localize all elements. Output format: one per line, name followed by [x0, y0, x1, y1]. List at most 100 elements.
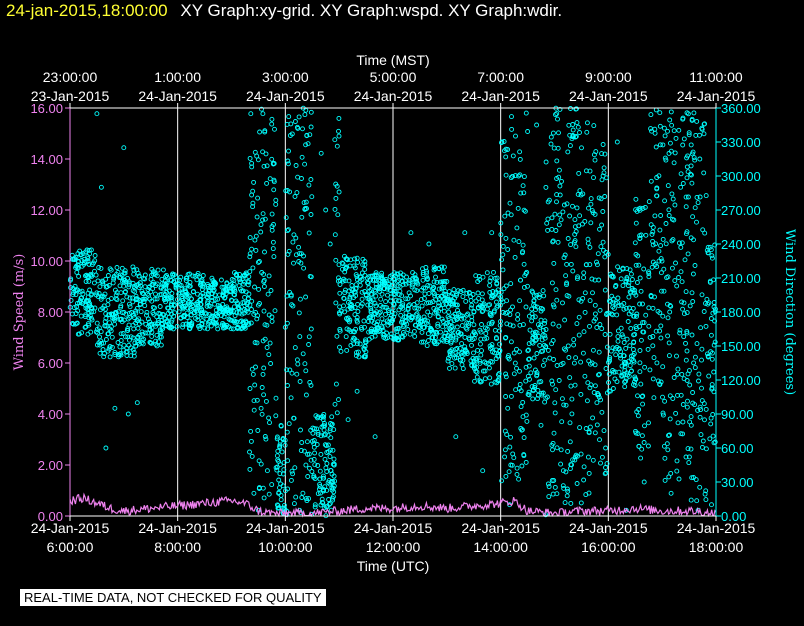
- direction-point: [403, 281, 409, 287]
- direction-point: [573, 244, 579, 250]
- direction-point: [419, 329, 425, 335]
- direction-point: [499, 140, 504, 146]
- direction-point: [487, 375, 493, 381]
- direction-point: [642, 364, 648, 370]
- direction-point: [89, 262, 95, 268]
- direction-point: [503, 473, 509, 479]
- direction-point: [488, 381, 494, 387]
- direction-point: [491, 309, 497, 315]
- direction-point: [515, 316, 521, 322]
- direction-point: [111, 273, 117, 279]
- direction-point: [285, 486, 291, 492]
- direction-point: [685, 153, 691, 159]
- bottom-tick-time: 6:00:00: [47, 539, 94, 555]
- direction-point: [288, 395, 294, 401]
- direction-point: [372, 434, 378, 440]
- direction-point: [154, 281, 160, 287]
- direction-point: [444, 296, 450, 302]
- direction-point: [695, 407, 701, 413]
- direction-point: [164, 272, 169, 278]
- right-tick-label: 150.00: [721, 339, 761, 354]
- direction-point: [503, 310, 509, 316]
- direction-point: [506, 469, 512, 475]
- direction-point: [354, 388, 360, 394]
- direction-point: [280, 436, 286, 441]
- direction-point: [97, 350, 103, 356]
- direction-point: [622, 368, 628, 374]
- direction-point: [592, 302, 598, 308]
- direction-point: [340, 261, 346, 267]
- direction-point: [495, 372, 501, 378]
- direction-point: [456, 332, 462, 338]
- direction-point: [543, 159, 549, 165]
- direction-point: [654, 264, 660, 269]
- direction-point: [294, 190, 300, 196]
- direction-point: [505, 405, 511, 411]
- direction-point: [75, 262, 81, 268]
- direction-point: [619, 373, 625, 379]
- direction-point: [602, 287, 608, 293]
- direction-point: [688, 163, 694, 169]
- direction-point: [115, 340, 121, 345]
- direction-point: [343, 256, 349, 262]
- direction-point: [679, 299, 685, 305]
- direction-point: [563, 347, 569, 353]
- right-tick-label: 270.00: [721, 203, 761, 218]
- direction-point: [373, 284, 379, 290]
- direction-point: [353, 353, 359, 359]
- direction-point: [289, 302, 295, 308]
- direction-point: [621, 306, 627, 312]
- direction-point: [493, 291, 499, 297]
- direction-point: [632, 376, 638, 382]
- direction-point: [601, 165, 607, 171]
- direction-point: [599, 409, 605, 415]
- direction-point: [462, 334, 468, 340]
- direction-point: [305, 474, 311, 479]
- direction-point: [541, 293, 547, 299]
- direction-point: [260, 111, 266, 117]
- direction-point: [646, 420, 651, 426]
- bottom-tick-time: 16:00:00: [581, 539, 636, 555]
- direction-point: [551, 430, 557, 436]
- direction-point: [437, 295, 442, 301]
- direction-point: [273, 413, 279, 419]
- direction-point: [484, 270, 490, 276]
- direction-point: [359, 296, 365, 302]
- direction-point: [455, 330, 461, 336]
- direction-point: [261, 284, 267, 289]
- direction-point: [641, 266, 647, 272]
- direction-point: [609, 293, 615, 299]
- direction-point: [307, 132, 313, 138]
- direction-point: [580, 191, 586, 197]
- direction-point: [495, 287, 501, 293]
- direction-point: [546, 494, 552, 500]
- direction-point: [86, 247, 92, 253]
- direction-point: [518, 404, 524, 410]
- direction-point: [266, 273, 272, 279]
- direction-point: [549, 226, 555, 232]
- direction-point: [629, 368, 634, 374]
- direction-point: [508, 393, 514, 399]
- direction-point: [187, 271, 193, 277]
- direction-point: [269, 482, 275, 488]
- direction-point: [99, 293, 105, 299]
- direction-point: [176, 309, 182, 315]
- direction-point: [658, 379, 664, 385]
- direction-point: [354, 277, 360, 283]
- direction-point: [514, 471, 520, 477]
- direction-point: [460, 357, 466, 363]
- direction-point: [87, 251, 93, 257]
- direction-point: [317, 481, 323, 487]
- direction-point: [665, 447, 671, 453]
- direction-point: [690, 271, 696, 277]
- direction-point: [122, 277, 128, 283]
- direction-point: [142, 303, 148, 309]
- direction-point: [699, 126, 705, 132]
- direction-point: [703, 193, 709, 199]
- direction-point: [494, 336, 499, 342]
- direction-point: [689, 151, 695, 157]
- direction-point: [690, 299, 696, 304]
- direction-point: [576, 170, 582, 176]
- direction-point: [369, 291, 375, 297]
- direction-point: [187, 318, 193, 324]
